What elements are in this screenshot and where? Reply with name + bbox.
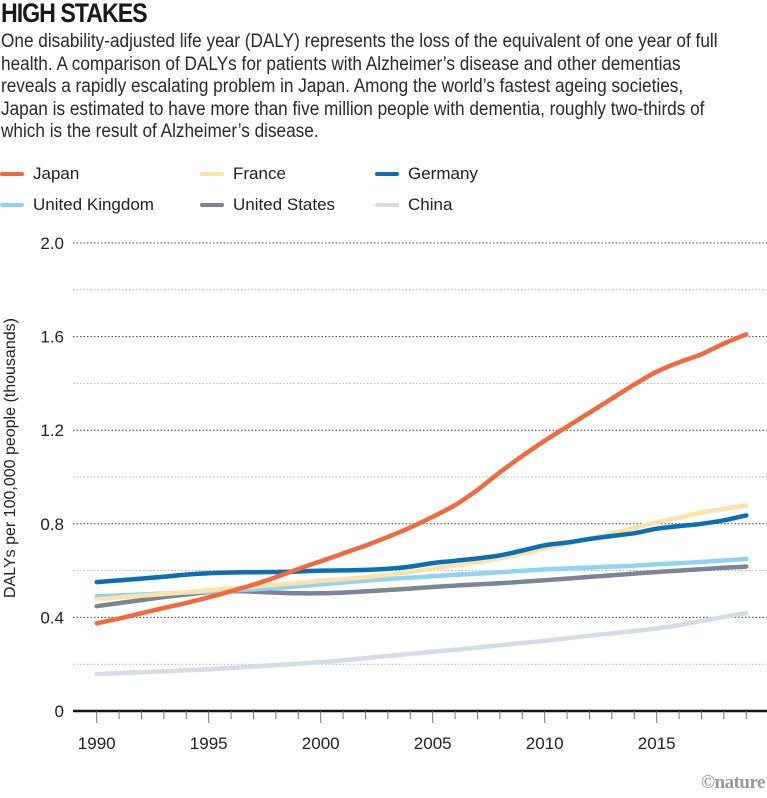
x-tick-label: 2000 xyxy=(302,734,340,753)
legend-swatch-germany xyxy=(375,172,399,176)
legend-item-france: France xyxy=(200,164,286,184)
series-line-germany xyxy=(94,513,749,585)
legend-label-germany: Germany xyxy=(408,164,478,183)
series-line-china xyxy=(94,610,749,677)
x-tick-label: 2010 xyxy=(526,734,564,753)
chart-title: HIGH STAKES xyxy=(1,0,148,28)
legend-swatch-china xyxy=(375,203,399,207)
x-tick-label: 2015 xyxy=(638,734,676,753)
x-tick-label: 1995 xyxy=(190,734,228,753)
x-tick-label: 1990 xyxy=(78,734,116,753)
nature-credit: ©nature xyxy=(700,772,766,793)
y-tick-label: 1.2 xyxy=(40,421,64,440)
y-tick-label: 0.4 xyxy=(40,608,64,627)
y-tick-label: 0.8 xyxy=(40,515,64,534)
legend-swatch-united-kingdom xyxy=(0,203,24,207)
y-axis-ticks: 0 0.4 0.8 1.2 1.6 2.0 xyxy=(40,234,64,721)
legend-item-china: China xyxy=(375,195,452,215)
chart-subtitle: One disability-adjusted life year (DALY)… xyxy=(1,31,718,142)
gridlines xyxy=(73,242,767,665)
series-lines xyxy=(94,332,749,677)
x-tick-label: 2005 xyxy=(414,734,452,753)
legend-swatch-united-states xyxy=(200,203,224,207)
legend-label-japan: Japan xyxy=(33,164,80,183)
series-line-japan xyxy=(94,332,749,626)
legend-label-united-kingdom: United Kingdom xyxy=(33,195,154,214)
legend-label-china: China xyxy=(408,195,453,214)
y-tick-label: 1.6 xyxy=(40,328,64,347)
legend-item-united-kingdom: United Kingdom xyxy=(0,195,154,215)
legend-swatch-japan xyxy=(0,172,24,176)
legend-item-japan: Japan xyxy=(0,164,79,184)
legend-swatch-france xyxy=(200,172,224,176)
x-axis: 1990 1995 2000 2005 2010 2015 xyxy=(73,709,767,753)
y-tick-label: 2.0 xyxy=(40,234,64,253)
legend-item-germany: Germany xyxy=(375,164,478,184)
legend: Japan France Germany United Kingdom Unit… xyxy=(0,160,540,220)
legend-item-united-states: United States xyxy=(200,195,335,215)
y-tick-label: 0 xyxy=(55,702,64,721)
legend-label-france: France xyxy=(233,164,286,183)
y-axis-title: DALYs per 100,000 people (thousands) xyxy=(2,318,19,598)
series-line-france xyxy=(94,503,749,602)
legend-label-united-states: United States xyxy=(233,195,336,214)
